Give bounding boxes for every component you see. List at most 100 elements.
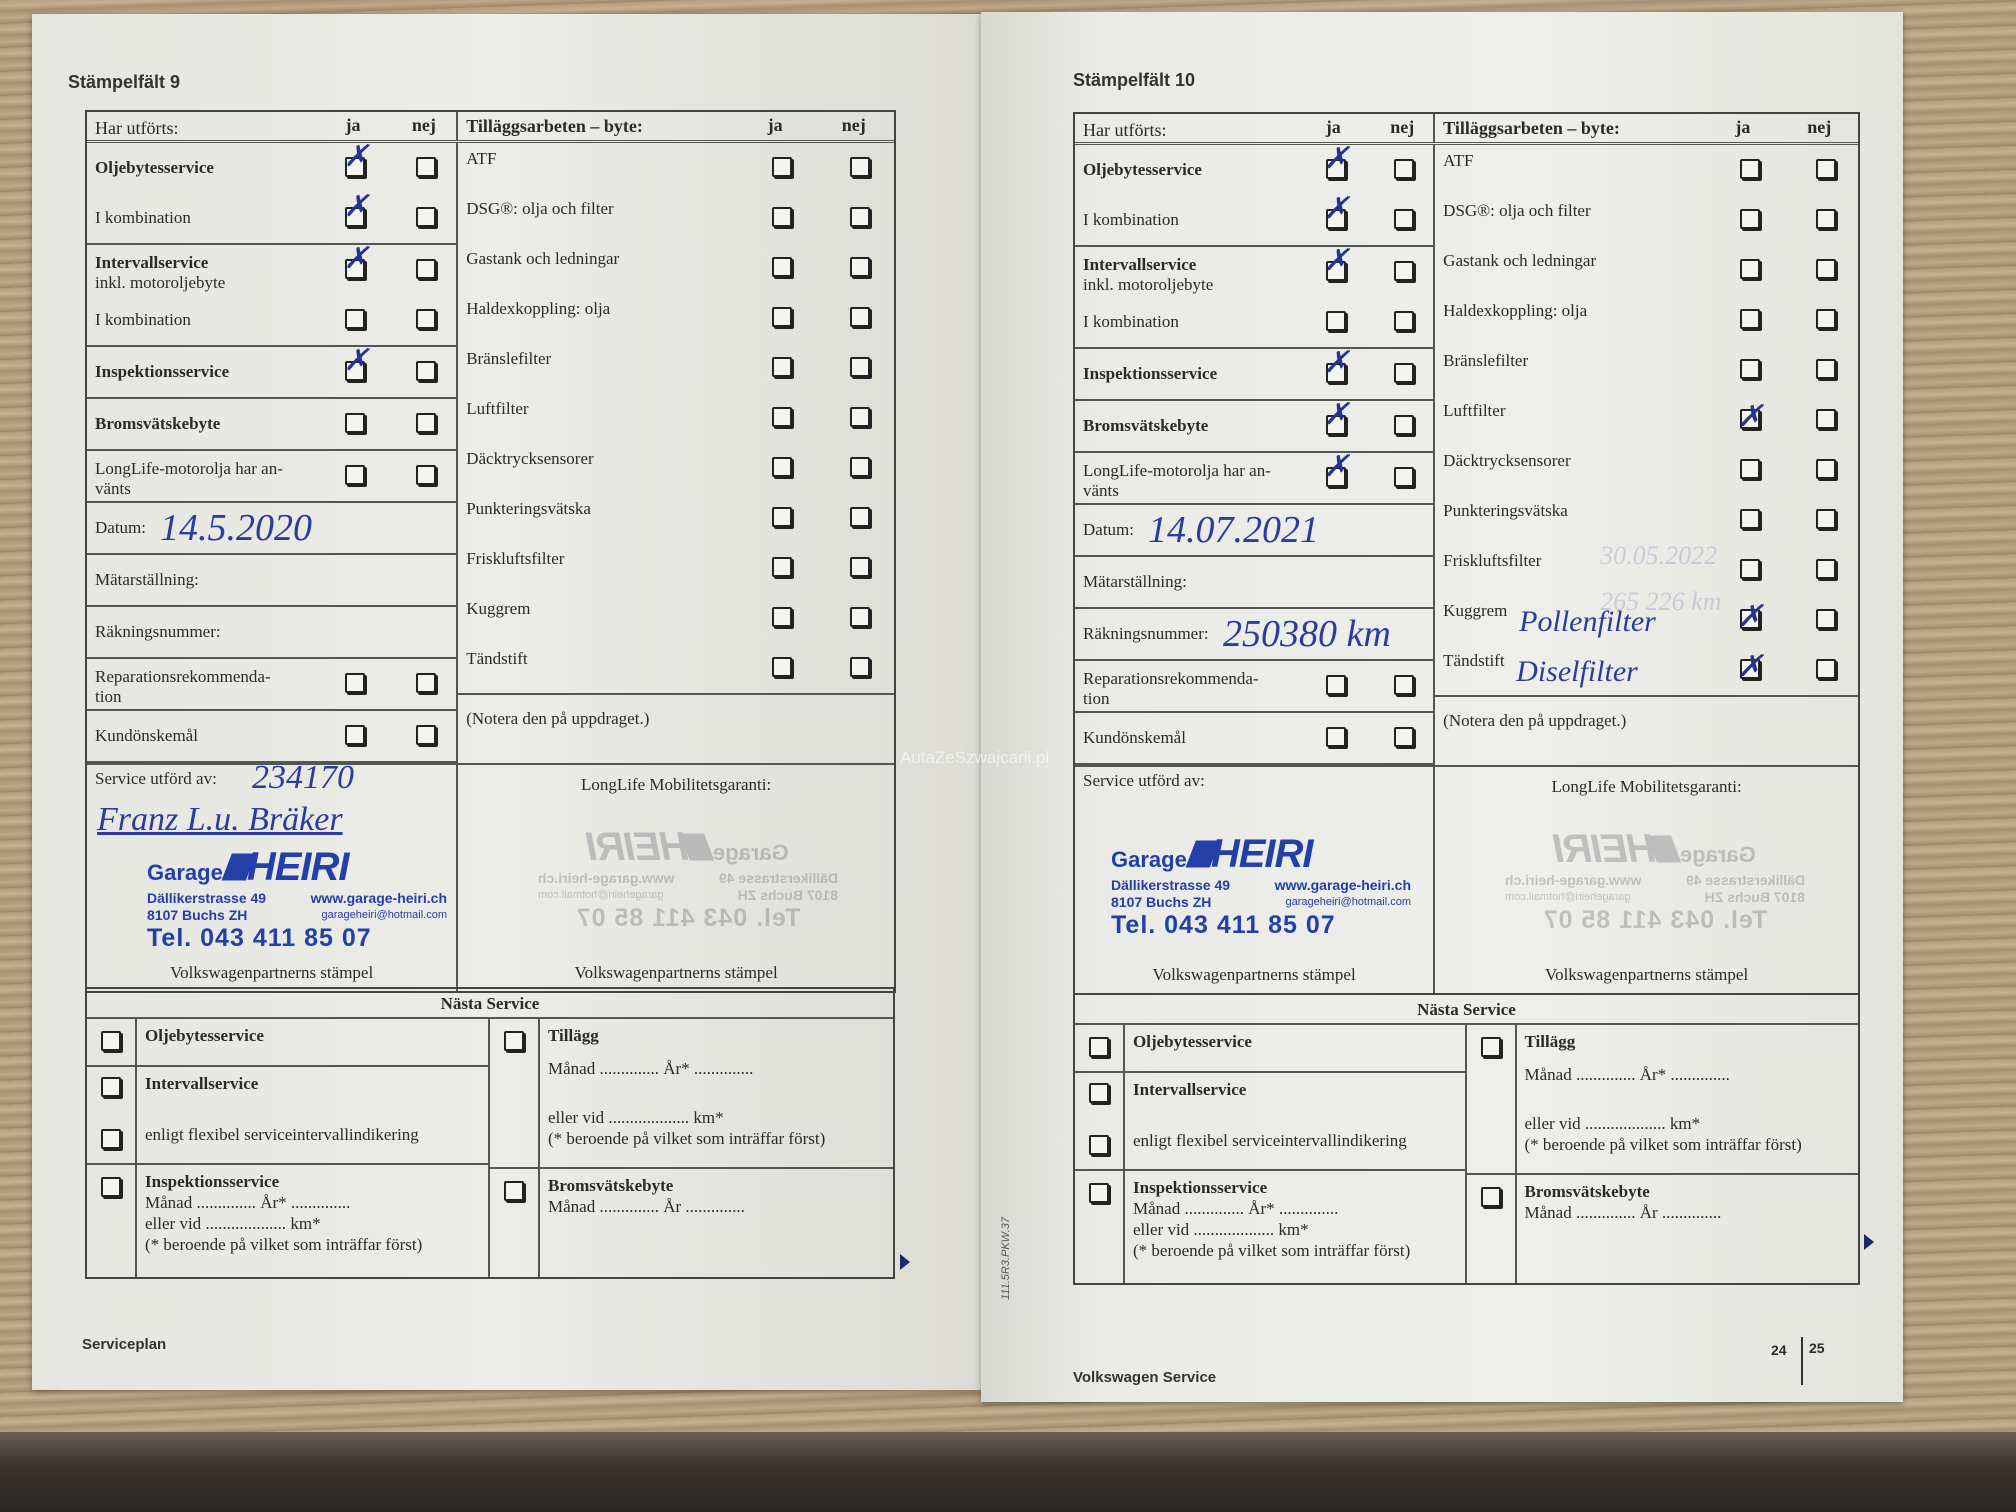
ja-checkbox[interactable] — [1739, 509, 1760, 529]
ja-checkbox[interactable] — [343, 249, 369, 279]
nej-checkbox[interactable] — [1393, 159, 1414, 179]
nej-checkbox[interactable] — [1393, 209, 1414, 229]
ja-checkbox[interactable] — [1325, 675, 1346, 695]
ja-checkbox[interactable] — [1738, 649, 1763, 684]
nej-checkbox[interactable] — [850, 257, 871, 277]
next-service-checkbox[interactable] — [1480, 1187, 1501, 1207]
nej-checkbox[interactable] — [1815, 159, 1836, 179]
next-service-checkbox[interactable] — [1089, 1135, 1109, 1155]
ja-checkbox[interactable] — [1324, 353, 1349, 383]
ja-checkbox[interactable] — [771, 257, 792, 277]
next-service-checkbox[interactable] — [1089, 1183, 1109, 1203]
nej-checkbox[interactable] — [415, 309, 436, 329]
nej-checkbox[interactable] — [1393, 727, 1414, 747]
next-service-checkbox[interactable] — [1089, 1083, 1109, 1103]
ja-checkbox[interactable] — [345, 413, 366, 433]
ja-checkbox[interactable] — [343, 197, 369, 227]
nej-checkbox[interactable] — [415, 413, 436, 433]
nej-checkbox[interactable] — [850, 157, 871, 177]
nej-checkbox[interactable] — [850, 657, 871, 677]
nej-checkbox[interactable] — [1393, 261, 1414, 281]
nej-checkbox[interactable] — [415, 361, 436, 381]
nej-checkbox[interactable] — [850, 407, 871, 427]
nej-checkbox[interactable] — [1393, 363, 1414, 383]
next-service-checkbox[interactable] — [1089, 1037, 1109, 1057]
nej-checkbox[interactable] — [415, 207, 436, 227]
ja-checkbox[interactable] — [1739, 459, 1760, 479]
nej-checkbox[interactable] — [1815, 259, 1836, 279]
nej-checkbox[interactable] — [415, 725, 436, 745]
nej-checkbox[interactable] — [1815, 359, 1836, 379]
ja-checkbox[interactable] — [771, 607, 792, 627]
ja-checkbox[interactable] — [771, 357, 792, 377]
ja-checkbox[interactable] — [1325, 311, 1346, 331]
nej-checkbox[interactable] — [1815, 409, 1836, 429]
ja-checkbox[interactable] — [1324, 457, 1349, 487]
ja-checkbox[interactable] — [343, 147, 369, 177]
nej-checkbox[interactable] — [850, 207, 871, 227]
ja-checkbox[interactable] — [771, 407, 792, 427]
nej-checkbox[interactable] — [1815, 309, 1836, 329]
ja-checkbox[interactable] — [1324, 405, 1349, 435]
ja-checkbox[interactable] — [771, 557, 792, 577]
ja-checkbox[interactable] — [771, 657, 792, 677]
ja-checkbox[interactable] — [1324, 251, 1349, 281]
ja-checkbox[interactable] — [1738, 399, 1763, 434]
ja-checkbox[interactable] — [1325, 727, 1346, 747]
nej-checkbox[interactable] — [1815, 459, 1836, 479]
ja-checkbox[interactable] — [1324, 149, 1349, 179]
ja-checkbox[interactable] — [1738, 599, 1763, 634]
ja-checkbox[interactable] — [1739, 309, 1760, 329]
nej-checkbox[interactable] — [1393, 467, 1414, 487]
nej-checkbox[interactable] — [850, 357, 871, 377]
ja-checkbox[interactable] — [345, 673, 366, 693]
ja-checkbox[interactable] — [1739, 259, 1760, 279]
text-cell: Intervallservice enligt flexibel servicei… — [1125, 1073, 1465, 1169]
nej-checkbox[interactable] — [850, 557, 871, 577]
next-service-checkbox[interactable] — [101, 1177, 121, 1197]
nej-checkbox[interactable] — [415, 157, 436, 177]
ja-checkbox[interactable] — [1739, 209, 1760, 229]
nej-checkbox[interactable] — [1815, 559, 1836, 579]
nej-checkbox[interactable] — [850, 607, 871, 627]
ja-checkbox[interactable] — [1739, 159, 1760, 179]
ja-checkbox[interactable] — [1739, 359, 1760, 379]
nej-checkbox[interactable] — [1393, 311, 1414, 331]
nej-checkbox[interactable] — [1815, 209, 1836, 229]
ja-checkbox[interactable] — [1324, 199, 1349, 229]
row-label: Oljebytesservice — [95, 158, 214, 177]
next-service-title: Nästa Service — [87, 989, 893, 1019]
nej-checkbox[interactable] — [850, 307, 871, 327]
ja-checkbox[interactable] — [345, 465, 366, 485]
next-service-checkbox[interactable] — [504, 1031, 524, 1051]
ja-checkbox[interactable] — [345, 309, 366, 329]
partner-stamp-label: Volkswagenpartnerns stämpel — [574, 963, 778, 982]
nej-checkbox[interactable] — [850, 507, 871, 527]
form-row: Kundönskemål — [1075, 713, 1433, 763]
ja-checkbox[interactable] — [771, 307, 792, 327]
ja-checkbox[interactable] — [771, 207, 792, 227]
row-label: Datum: — [1083, 520, 1134, 539]
nej-checkbox[interactable] — [1815, 509, 1836, 529]
ja-checkbox[interactable] — [771, 157, 792, 177]
nej-checkbox[interactable] — [415, 259, 436, 279]
ja-checkbox[interactable] — [771, 457, 792, 477]
nej-checkbox[interactable] — [1815, 659, 1836, 679]
next-service-checkbox[interactable] — [101, 1129, 121, 1149]
nej-checkbox[interactable] — [415, 673, 436, 693]
ja-checkbox[interactable] — [345, 725, 366, 745]
nej-checkbox[interactable] — [1393, 675, 1414, 695]
next-service-checkbox[interactable] — [101, 1077, 121, 1097]
handwritten-value: 250380 km — [1223, 613, 1391, 655]
nej-checkbox[interactable] — [415, 465, 436, 485]
next-service-checkbox[interactable] — [101, 1031, 121, 1051]
next-service-checkbox[interactable] — [1480, 1037, 1501, 1057]
nej-checkbox[interactable] — [850, 457, 871, 477]
ja-checkbox[interactable] — [1739, 559, 1760, 579]
nej-checkbox[interactable] — [1815, 609, 1836, 629]
nej-checkbox[interactable] — [1393, 415, 1414, 435]
form-section: LongLife-motorolja har an- vänts — [1075, 453, 1434, 505]
ja-checkbox[interactable] — [771, 507, 792, 527]
next-service-checkbox[interactable] — [504, 1181, 524, 1201]
ja-checkbox[interactable] — [343, 351, 369, 381]
